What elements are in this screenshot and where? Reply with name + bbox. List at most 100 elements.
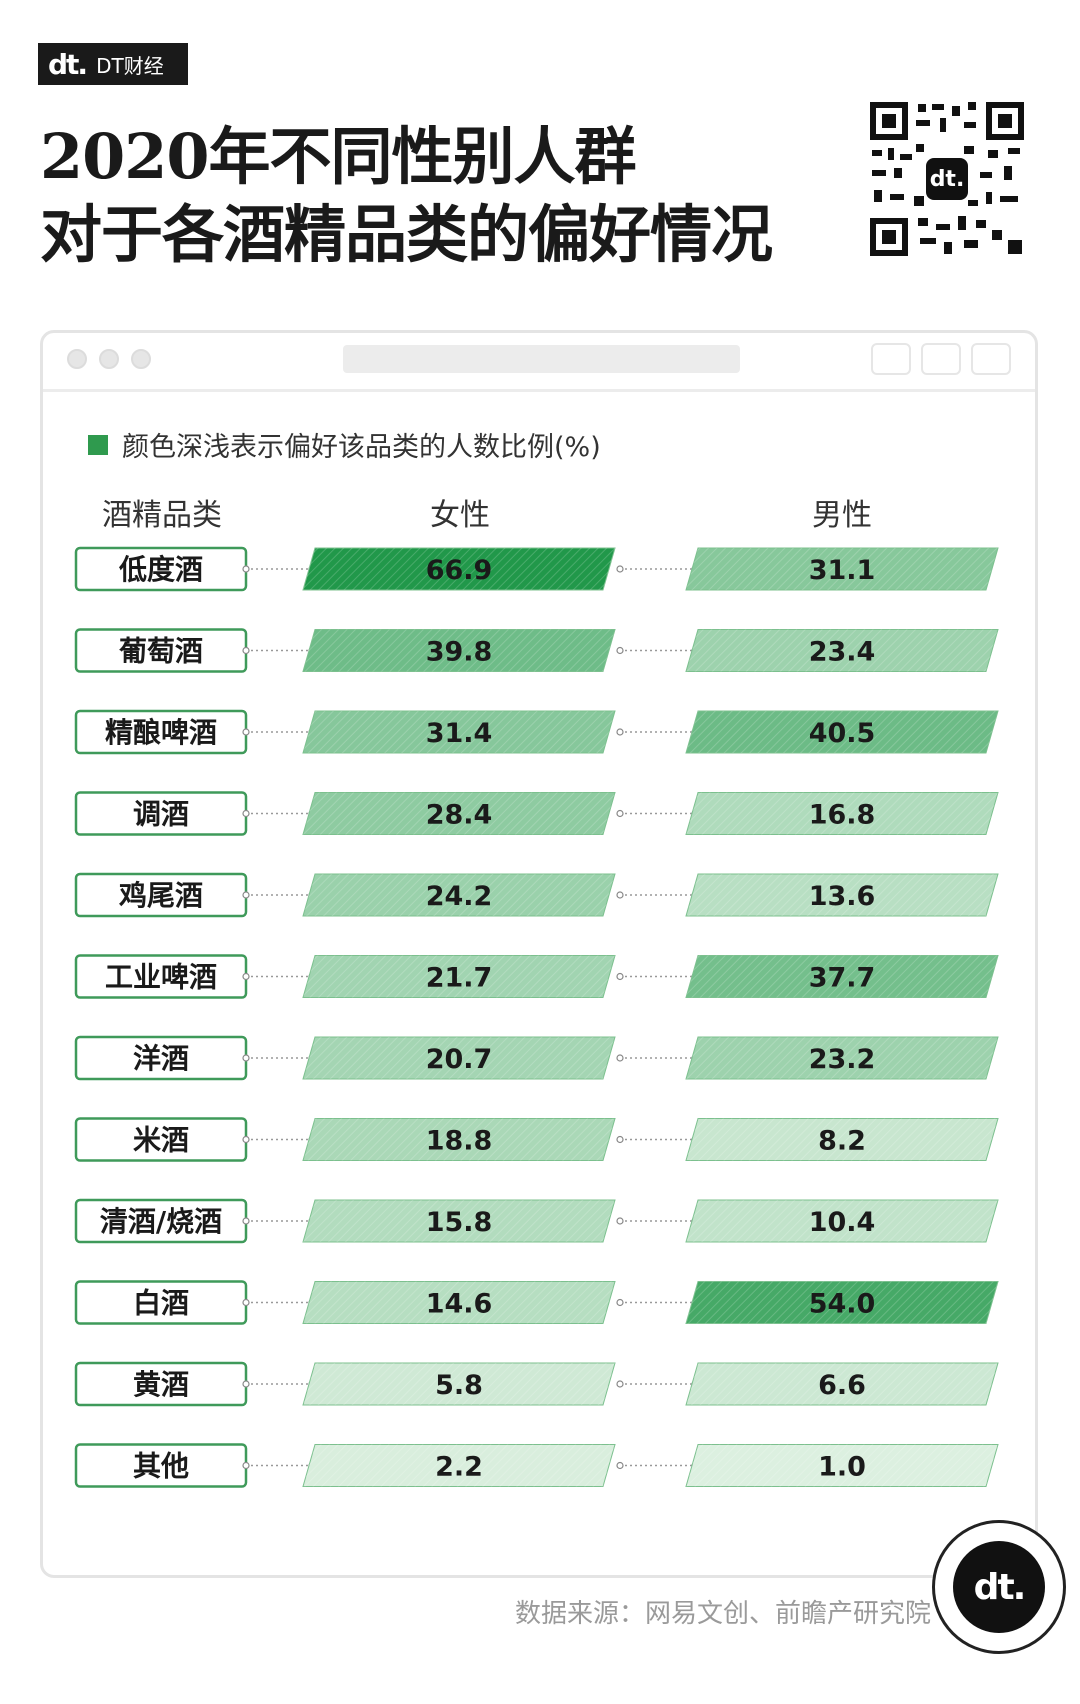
connector-dot (242, 565, 250, 573)
category-label: 鸡尾酒 (118, 879, 203, 912)
female-bar-texture (303, 1363, 615, 1405)
female-value-label: 18.8 (426, 1126, 493, 1157)
male-bar-texture (686, 874, 998, 916)
connector-dot (616, 728, 624, 736)
connector-dot (616, 891, 624, 899)
male-bar-texture (686, 1200, 998, 1242)
close-icon (67, 349, 87, 369)
female-bar-texture (303, 1037, 615, 1079)
male-value-label: 1.0 (818, 1452, 866, 1483)
column-header-male: 男性 (812, 498, 872, 533)
female-value-label: 15.8 (426, 1207, 493, 1238)
male-bar-texture (686, 1037, 998, 1079)
female-bar-texture (303, 792, 615, 835)
connector-dot (616, 972, 624, 981)
dt-badge-logo-icon: dt. (953, 1541, 1045, 1633)
connector-dot (242, 891, 250, 899)
connector-dot (616, 1298, 624, 1307)
window-icon (971, 343, 1011, 375)
male-bar-texture (686, 1281, 998, 1324)
female-value-label: 2.2 (435, 1452, 483, 1483)
category-label: 白酒 (133, 1287, 189, 1320)
male-bar-texture (686, 1118, 998, 1161)
category-label: 洋酒 (133, 1042, 189, 1075)
male-value-label: 16.8 (809, 800, 876, 831)
column-header-category: 酒精品类 (102, 498, 222, 533)
female-value-label: 20.7 (426, 1044, 493, 1075)
connector-dot (242, 1135, 250, 1144)
share-icon (921, 343, 961, 375)
male-bar-texture (686, 629, 998, 672)
connector-dot (242, 972, 250, 981)
female-bar-texture (303, 874, 615, 916)
connector-dot (616, 565, 624, 573)
column-header-female: 女性 (430, 498, 490, 533)
connector-dot (242, 1380, 250, 1388)
female-bar-texture (303, 955, 615, 998)
female-value-label: 5.8 (435, 1370, 483, 1401)
male-bar-texture (686, 955, 998, 998)
female-bar-texture (303, 1444, 615, 1487)
connector-dot (616, 646, 624, 655)
male-value-label: 54.0 (809, 1289, 876, 1320)
male-value-label: 40.5 (809, 718, 876, 749)
male-bar-texture (686, 548, 998, 590)
female-value-label: 28.4 (426, 800, 493, 831)
brand-name: DT财经 (96, 53, 164, 78)
male-value-label: 8.2 (818, 1126, 866, 1157)
female-value-label: 14.6 (426, 1289, 493, 1320)
female-bar-texture (303, 1200, 615, 1242)
connector-dot (616, 1217, 624, 1225)
qr-code-icon: dt. (868, 100, 1026, 258)
connector-dot (616, 809, 624, 818)
male-value-label: 10.4 (809, 1207, 876, 1238)
connector-dot (242, 1217, 250, 1225)
male-value-label: 31.1 (809, 555, 876, 586)
category-label: 其他 (133, 1450, 189, 1483)
male-value-label: 6.6 (818, 1370, 866, 1401)
window-title-bar (43, 333, 1035, 392)
connector-dot (242, 728, 250, 736)
category-label: 低度酒 (118, 553, 203, 586)
dt-badge: dt. (932, 1520, 1066, 1654)
female-value-label: 39.8 (426, 637, 493, 668)
male-value-label: 37.7 (809, 963, 876, 994)
male-value-label: 23.2 (809, 1044, 876, 1075)
address-bar (343, 345, 740, 373)
svg-text:dt.: dt. (930, 167, 965, 192)
title-line-2: 对于各酒精品类的偏好情况 (40, 198, 773, 271)
page-title: 2020年不同性别人群 对于各酒精品类的偏好情况 (40, 118, 820, 274)
connector-dot (242, 1298, 250, 1307)
connector-dot (616, 1054, 624, 1062)
category-label: 工业啤酒 (105, 961, 217, 994)
male-value-label: 13.6 (809, 881, 876, 912)
male-bar-texture (686, 1444, 998, 1487)
female-bar-texture (303, 629, 615, 672)
female-value-label: 31.4 (426, 718, 493, 749)
female-bar-texture (303, 1281, 615, 1324)
connector-dot (616, 1380, 624, 1388)
male-value-label: 23.4 (809, 637, 876, 668)
record-icon (871, 343, 911, 375)
legend: 颜色深浅表示偏好该品类的人数比例(%) (88, 425, 601, 464)
male-bar-texture (686, 792, 998, 835)
minimize-icon (99, 349, 119, 369)
brand-tag: dt. DT财经 (38, 43, 188, 85)
connector-dot (242, 1054, 250, 1062)
connector-dot (242, 1461, 250, 1470)
legend-swatch (88, 434, 108, 455)
female-bar-texture (303, 711, 615, 753)
female-value-label: 21.7 (426, 963, 493, 994)
connector-dot (616, 1135, 624, 1144)
maximize-icon (131, 349, 151, 369)
female-value-label: 24.2 (426, 881, 493, 912)
female-bar-texture (303, 1118, 615, 1161)
category-label: 精酿啤酒 (105, 716, 217, 749)
male-bar-texture (686, 711, 998, 753)
legend-text: 颜色深浅表示偏好该品类的人数比例(%) (122, 432, 601, 463)
female-value-label: 66.9 (426, 555, 493, 586)
category-label: 清酒/烧酒 (100, 1205, 222, 1238)
category-label: 黄酒 (133, 1368, 189, 1401)
connector-dot (242, 809, 250, 818)
